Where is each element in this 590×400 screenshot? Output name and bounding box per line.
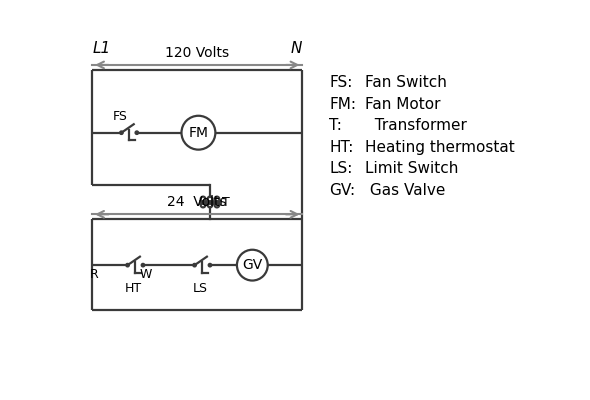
Text: T:: T: (329, 118, 342, 133)
Text: FM:: FM: (329, 97, 356, 112)
Text: GV:: GV: (329, 183, 355, 198)
Circle shape (141, 264, 145, 267)
Circle shape (120, 131, 123, 134)
Text: W: W (140, 268, 152, 281)
Text: FS:: FS: (329, 75, 353, 90)
Text: R: R (89, 268, 98, 281)
Circle shape (126, 264, 129, 267)
Circle shape (135, 131, 139, 134)
Text: FM: FM (188, 126, 208, 140)
Text: Limit Switch: Limit Switch (365, 161, 458, 176)
Text: N: N (291, 41, 302, 56)
Circle shape (193, 264, 196, 267)
Text: FS: FS (113, 110, 127, 123)
Text: Heating thermostat: Heating thermostat (365, 140, 514, 155)
Text: LS:: LS: (329, 161, 353, 176)
Text: Transformer: Transformer (365, 118, 467, 133)
Text: 24  Volts: 24 Volts (168, 195, 227, 209)
Text: Fan Motor: Fan Motor (365, 97, 440, 112)
Text: GV: GV (242, 258, 263, 272)
Circle shape (208, 264, 212, 267)
Text: HT:: HT: (329, 140, 353, 155)
Text: Fan Switch: Fan Switch (365, 75, 447, 90)
Text: 120 Volts: 120 Volts (165, 46, 230, 60)
Text: T: T (222, 196, 230, 208)
Text: Gas Valve: Gas Valve (365, 183, 445, 198)
Text: LS: LS (194, 282, 208, 295)
Text: L1: L1 (92, 41, 110, 56)
Text: HT: HT (125, 282, 142, 295)
